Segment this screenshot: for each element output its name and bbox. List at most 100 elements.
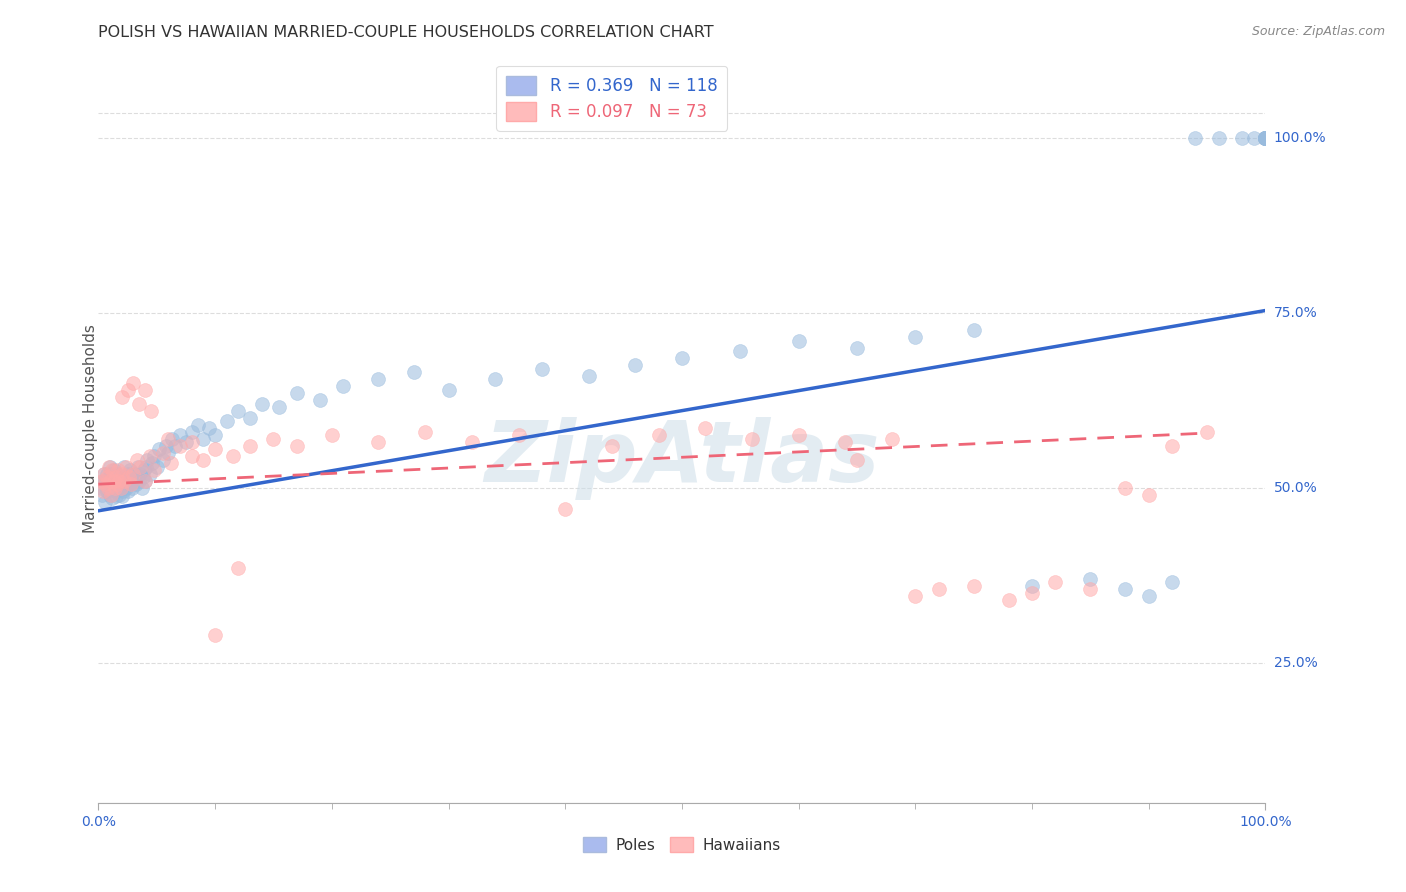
Point bbox=[367, 372, 389, 386]
Point bbox=[1195, 425, 1218, 439]
Point bbox=[96, 484, 118, 499]
Point bbox=[367, 435, 389, 450]
Point bbox=[695, 421, 717, 435]
Point bbox=[187, 417, 209, 432]
Point bbox=[904, 330, 927, 344]
Point bbox=[1254, 130, 1277, 145]
Point bbox=[108, 488, 131, 502]
Point bbox=[112, 459, 135, 474]
Point bbox=[100, 467, 122, 481]
Point bbox=[90, 474, 112, 488]
Point bbox=[112, 481, 135, 495]
Point bbox=[139, 449, 162, 463]
Point bbox=[96, 470, 118, 484]
Point bbox=[554, 501, 576, 516]
Point bbox=[1254, 130, 1277, 145]
Point bbox=[169, 428, 191, 442]
Point bbox=[204, 428, 226, 442]
Point bbox=[104, 474, 127, 488]
Point bbox=[962, 323, 984, 337]
Point bbox=[624, 358, 647, 372]
Point bbox=[180, 449, 202, 463]
Point bbox=[1254, 130, 1277, 145]
Point bbox=[139, 467, 162, 481]
Point bbox=[962, 579, 984, 593]
Point bbox=[97, 459, 120, 474]
Point bbox=[111, 484, 134, 499]
Text: 100.0%: 100.0% bbox=[1274, 130, 1326, 145]
Point bbox=[928, 582, 950, 597]
Point bbox=[122, 467, 145, 481]
Point bbox=[193, 432, 215, 446]
Point bbox=[104, 489, 127, 503]
Point bbox=[332, 379, 354, 393]
Point bbox=[118, 470, 141, 484]
Point bbox=[134, 474, 156, 488]
Point bbox=[152, 445, 174, 459]
Point bbox=[165, 439, 187, 453]
Point bbox=[90, 488, 112, 502]
Point bbox=[103, 481, 125, 495]
Point bbox=[100, 488, 122, 502]
Point bbox=[98, 474, 121, 488]
Point bbox=[121, 481, 143, 495]
Point bbox=[228, 403, 250, 417]
Point bbox=[1021, 585, 1043, 599]
Point bbox=[1161, 439, 1184, 453]
Point bbox=[250, 397, 273, 411]
Point bbox=[880, 432, 903, 446]
Point bbox=[1230, 130, 1253, 145]
Point bbox=[135, 459, 157, 474]
Point bbox=[1254, 130, 1277, 145]
Point bbox=[787, 428, 810, 442]
Point bbox=[846, 341, 869, 355]
Point bbox=[730, 344, 752, 359]
Point bbox=[647, 428, 669, 442]
Point bbox=[101, 474, 124, 488]
Point bbox=[157, 445, 180, 459]
Point bbox=[309, 393, 332, 408]
Point bbox=[129, 459, 152, 474]
Point bbox=[157, 432, 180, 446]
Point bbox=[1137, 488, 1160, 502]
Point bbox=[1161, 575, 1184, 590]
Point bbox=[239, 439, 262, 453]
Point bbox=[204, 442, 226, 457]
Point bbox=[111, 470, 134, 484]
Point bbox=[101, 463, 124, 477]
Point bbox=[461, 435, 484, 450]
Point bbox=[93, 467, 115, 481]
Point bbox=[1254, 130, 1277, 145]
Point bbox=[146, 459, 169, 474]
Point bbox=[413, 425, 436, 439]
Text: 75.0%: 75.0% bbox=[1274, 306, 1317, 319]
Text: ZipAtlas: ZipAtlas bbox=[484, 417, 880, 500]
Point bbox=[107, 481, 129, 495]
Point bbox=[103, 474, 125, 488]
Point bbox=[104, 484, 127, 499]
Point bbox=[122, 474, 145, 488]
Point bbox=[1254, 130, 1277, 145]
Point bbox=[152, 452, 174, 467]
Point bbox=[131, 481, 153, 495]
Point bbox=[136, 452, 159, 467]
Point bbox=[159, 456, 181, 470]
Point bbox=[285, 439, 308, 453]
Point bbox=[787, 334, 810, 348]
Point bbox=[128, 397, 150, 411]
Text: POLISH VS HAWAIIAN MARRIED-COUPLE HOUSEHOLDS CORRELATION CHART: POLISH VS HAWAIIAN MARRIED-COUPLE HOUSEH… bbox=[98, 25, 714, 40]
Point bbox=[90, 481, 112, 495]
Point bbox=[143, 463, 166, 477]
Point bbox=[122, 376, 145, 390]
Point bbox=[98, 459, 121, 474]
Point bbox=[198, 421, 221, 435]
Point bbox=[105, 477, 128, 491]
Point bbox=[1254, 130, 1277, 145]
Point bbox=[1254, 130, 1277, 145]
Point bbox=[129, 467, 152, 481]
Point bbox=[103, 463, 125, 477]
Point bbox=[97, 477, 120, 491]
Point bbox=[105, 467, 128, 481]
Point bbox=[94, 477, 117, 491]
Point bbox=[321, 428, 343, 442]
